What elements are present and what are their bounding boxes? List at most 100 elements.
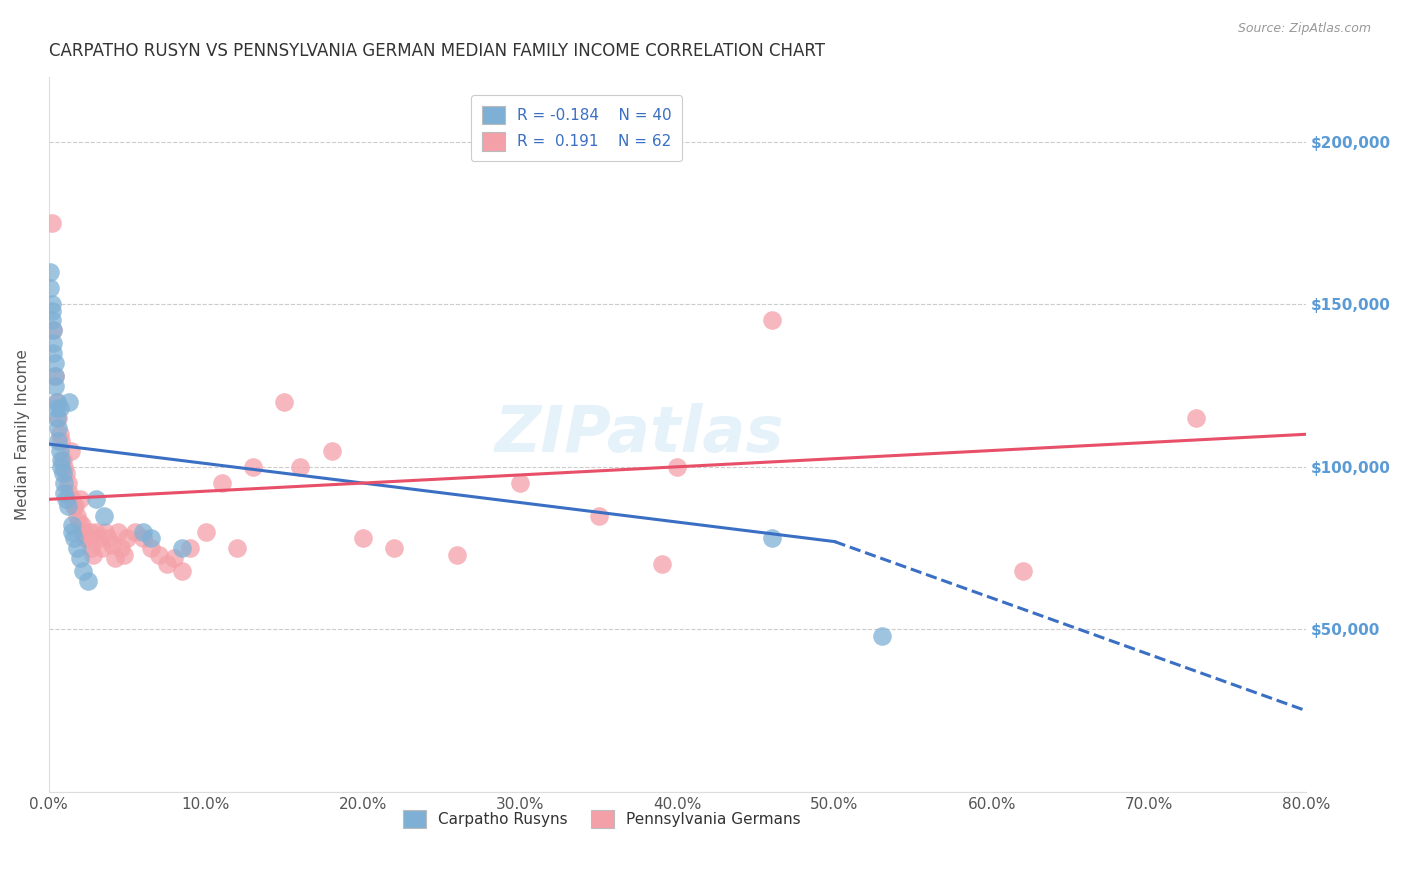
Point [63,532,86,546]
Point [51,453,73,467]
Point [761,313,783,327]
Point [55,467,77,481]
Point [60,492,83,507]
Point [107,524,129,539]
Point [51,434,73,448]
Point [44,368,66,383]
Point [139,541,162,555]
Point [42,323,65,337]
Point [44,368,66,383]
Point [48,401,70,416]
Point [53,476,76,491]
Point [69,492,91,507]
Point [63,499,86,513]
Text: ZIPatlas: ZIPatlas [495,403,785,466]
Point [45,394,67,409]
Point [117,532,139,546]
Point [77,532,100,546]
Point [124,524,146,539]
Point [100,538,122,552]
Point [41,216,63,230]
Point [509,476,531,491]
Point [870,629,893,643]
Point [41,297,63,311]
Point [73,532,96,546]
Point [41,313,63,327]
Point [66,541,89,555]
Point [69,550,91,565]
Point [45,401,67,416]
Point [1185,411,1208,425]
Point [148,548,170,562]
Point [46,411,69,425]
Point [55,492,77,507]
Point [273,394,295,409]
Text: CARPATHO RUSYN VS PENNSYLVANIA GERMAN MEDIAN FAMILY INCOME CORRELATION CHART: CARPATHO RUSYN VS PENNSYLVANIA GERMAN ME… [49,42,825,60]
Point [91,541,114,555]
Point [82,548,104,562]
Point [77,574,100,588]
Point [48,427,70,442]
Point [53,459,76,474]
Point [56,476,79,491]
Point [48,443,70,458]
Point [42,323,65,337]
Point [666,459,689,474]
Point [70,518,93,533]
Point [60,518,83,533]
Point [45,394,67,409]
Point [112,548,135,562]
Point [139,532,162,546]
Point [1012,564,1035,578]
Point [211,476,233,491]
Point [60,524,83,539]
Point [67,515,90,529]
Point [94,524,117,539]
Point [321,443,343,458]
Point [72,524,94,539]
Point [72,564,94,578]
Point [384,541,406,555]
Point [194,524,217,539]
Point [110,541,132,555]
Point [242,459,264,474]
Point [44,378,66,392]
Point [79,524,101,539]
Point [588,508,610,523]
Point [132,524,155,539]
Point [97,532,120,546]
Point [93,508,115,523]
Point [46,434,69,448]
Point [52,467,75,481]
Point [66,508,89,523]
Point [290,459,312,474]
Point [46,421,69,435]
Point [132,532,155,546]
Point [104,550,127,565]
Point [84,524,107,539]
Point [352,532,374,546]
Point [52,453,75,467]
Point [39,265,62,279]
Point [446,548,468,562]
Point [80,541,103,555]
Point [45,411,67,425]
Point [53,485,76,500]
Point [42,346,65,360]
Point [87,532,110,546]
Point [42,336,65,351]
Point [172,541,194,555]
Point [41,303,63,318]
Point [84,492,107,507]
Point [65,499,87,513]
Point [58,485,80,500]
Point [163,550,186,565]
Point [651,558,673,572]
Point [156,558,179,572]
Point [59,443,82,458]
Point [56,499,79,513]
Legend: Carpatho Rusyns, Pennsylvania Germans: Carpatho Rusyns, Pennsylvania Germans [396,804,807,834]
Point [179,541,201,555]
Point [226,541,249,555]
Point [39,281,62,295]
